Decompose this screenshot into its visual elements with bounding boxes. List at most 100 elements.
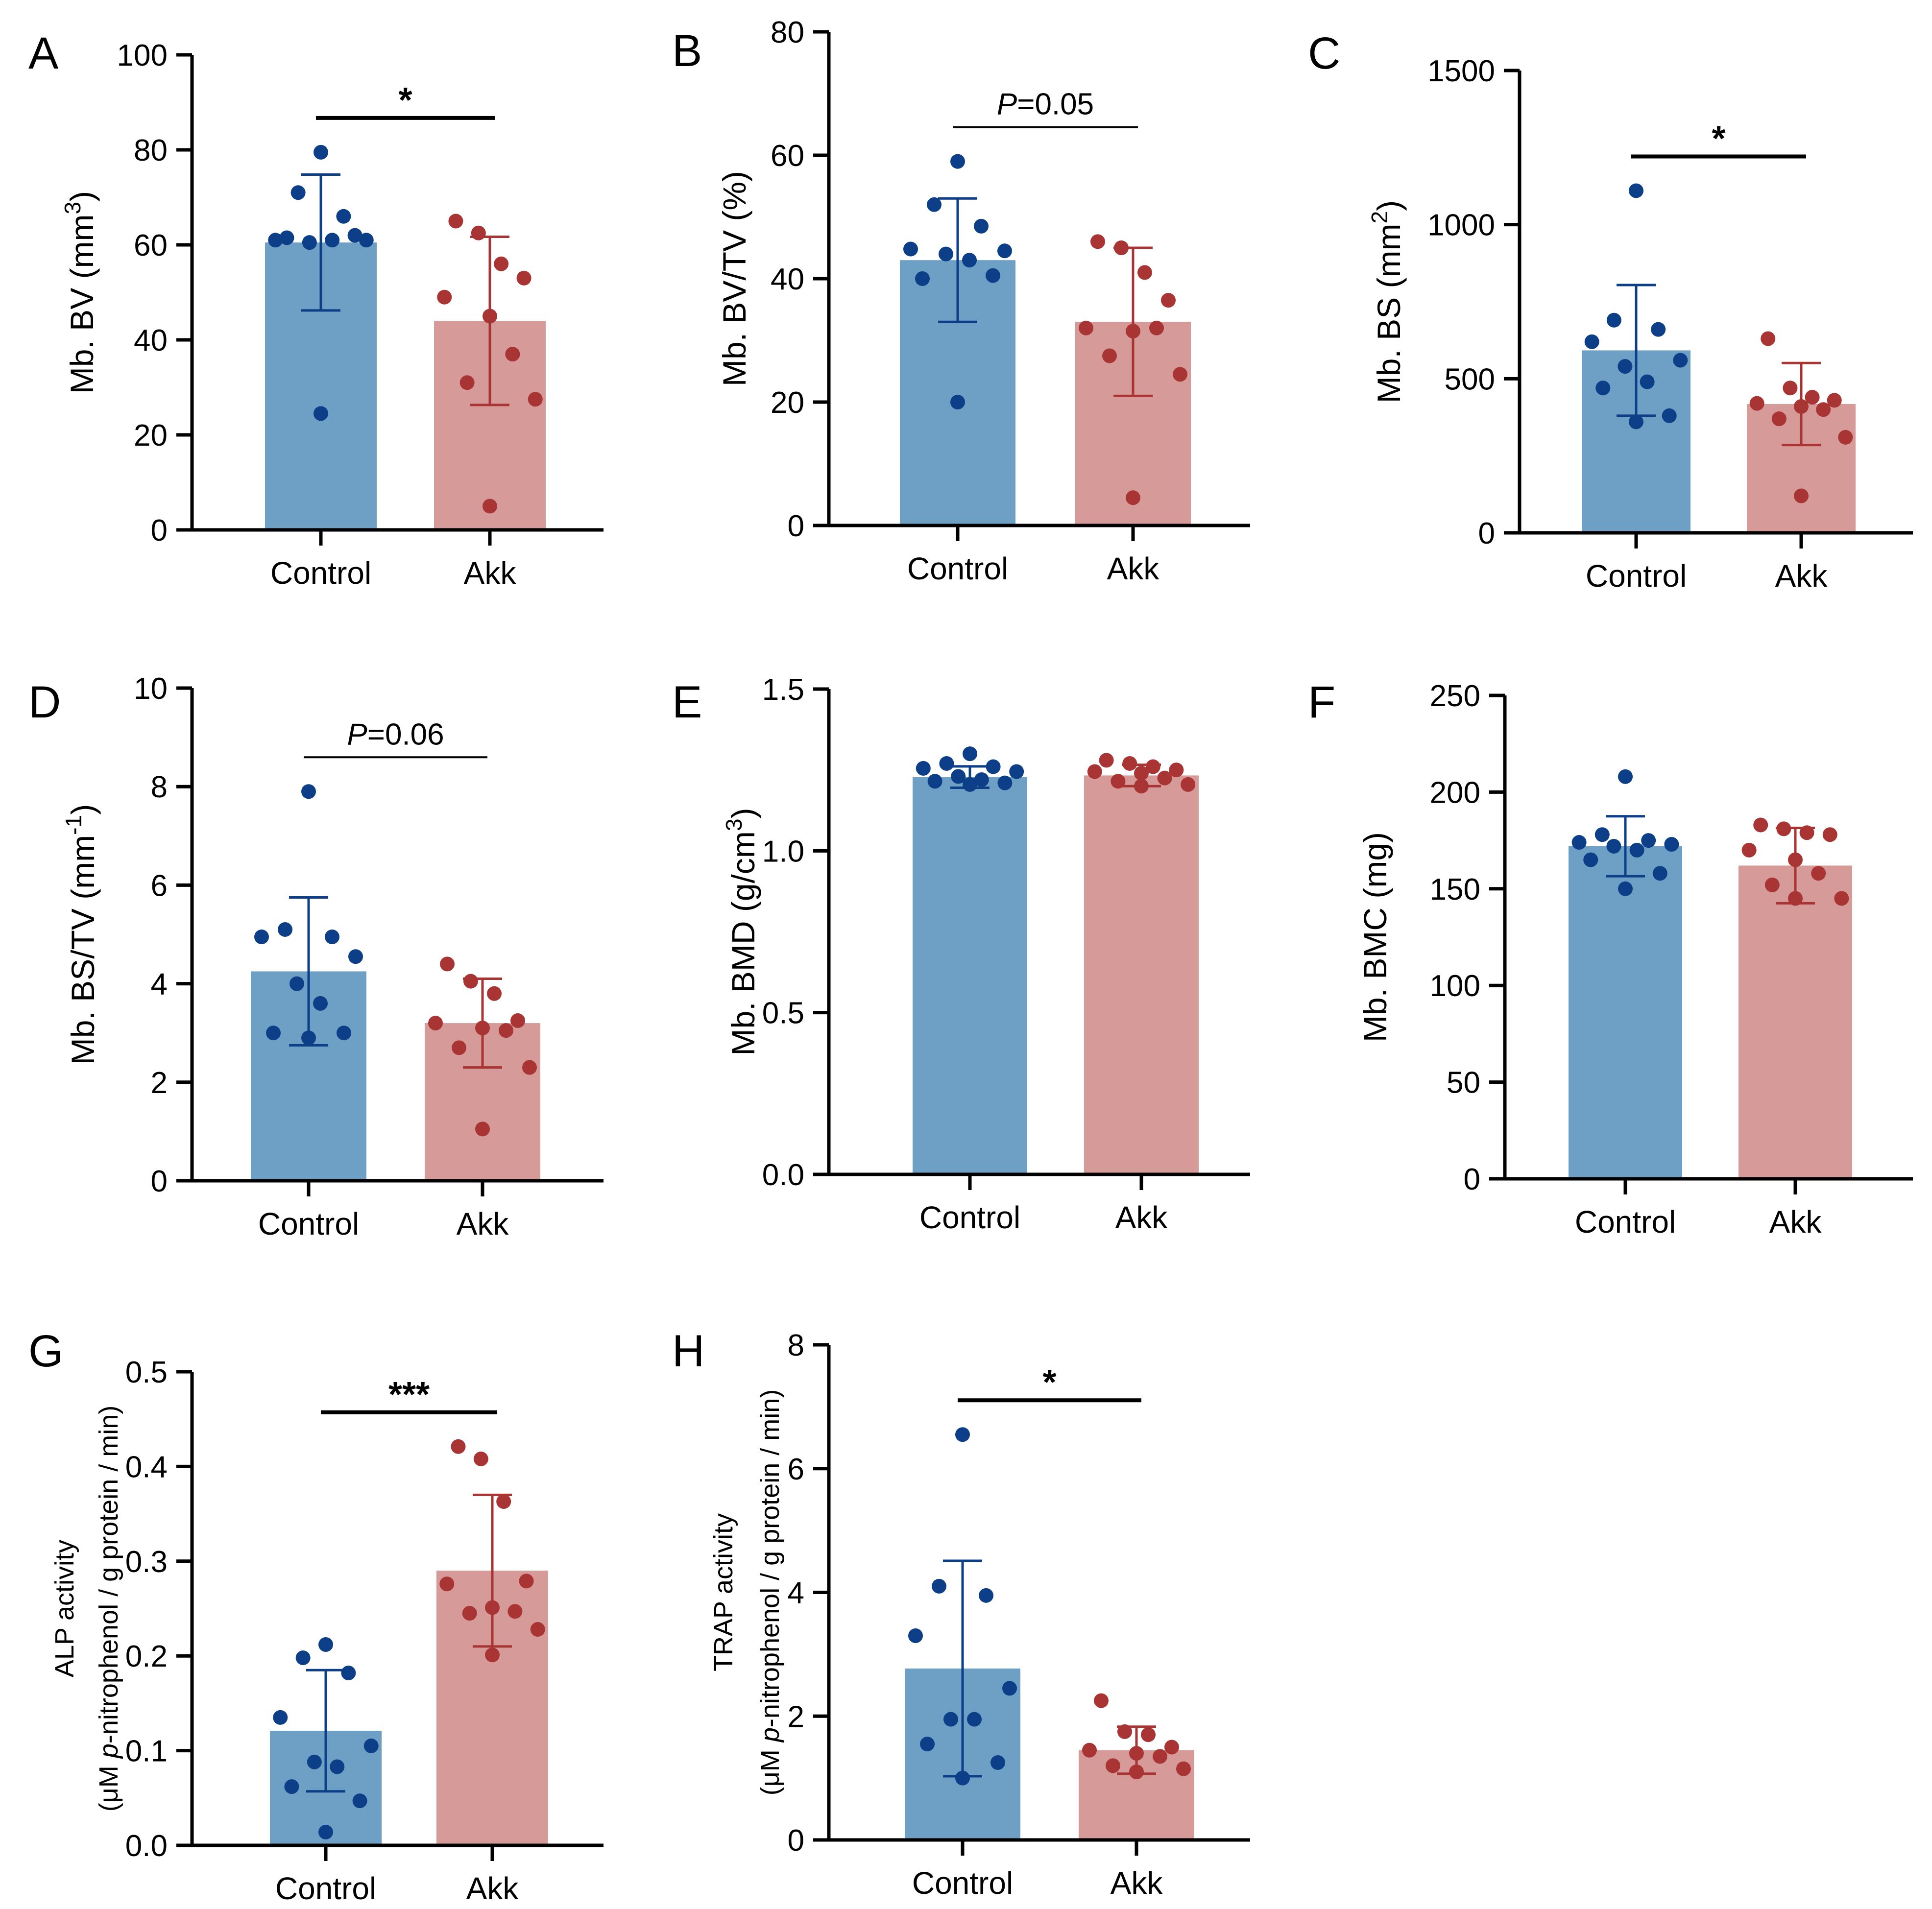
data-point-control [318,1637,333,1652]
panel-letter: F [1308,677,1335,727]
data-point-control [939,756,954,771]
data-point-akk [1794,399,1809,414]
data-point-akk [1164,1740,1179,1755]
data-point-control [325,930,339,945]
data-point-akk [1181,777,1196,792]
data-point-control [347,228,362,243]
data-point-akk [496,1494,511,1509]
category-label-control: Control [919,1200,1020,1235]
data-point-akk [437,289,452,305]
chart-panel-B: B Control Akk 0 20 40 60 80 Mb. BV/TV (%) P=0.05 [672,16,1250,586]
data-point-control [279,230,294,245]
data-point-control [1640,374,1655,389]
data-point-control [1002,1681,1017,1696]
y-tick-label: 6 [151,869,168,903]
data-point-akk [448,214,463,229]
category-label-control: Control [1586,558,1687,594]
data-point-control [908,1628,923,1643]
data-point-akk [1811,866,1826,881]
data-point-control [273,1710,288,1725]
data-point-akk [1134,765,1149,781]
data-point-akk [1149,320,1164,335]
y-axis-title-line: (μM p-nitrophenol / g protein / min) [755,1389,785,1796]
y-tick-label: 4 [151,968,168,1002]
y-axis-title: Mb. BS (mm2) [1367,200,1407,403]
y-tick-label: 8 [788,1329,804,1362]
y-axis-title: Mb. BV/TV (%) [716,171,752,386]
data-point-akk [471,225,486,240]
data-point-akk [1129,1764,1144,1779]
chart-panel-C: C Control Akk 0 500 1000 1500 Mb. BS (mm2) * [1308,28,1913,594]
data-point-control [1652,866,1667,881]
data-point-akk [462,1606,477,1621]
data-point-akk [1771,411,1787,427]
data-point-akk [530,1622,545,1637]
y-tick-label: 0 [1478,517,1495,550]
panel-letter: G [28,1326,64,1376]
data-point-control [284,1779,299,1794]
data-point-control [341,1666,356,1681]
data-point-control [336,209,351,224]
y-axis-title: Mb. BS/TV (mm-1) [61,804,101,1065]
y-tick-label: 0.2 [125,1640,168,1673]
significance-label: *** [388,1375,430,1414]
data-point-control [955,1770,970,1786]
data-point-control [974,772,989,787]
data-point-akk [1114,240,1129,255]
data-point-akk [510,1013,525,1028]
data-point-akk [1838,430,1853,445]
y-tick-label: 0.0 [762,1158,804,1192]
data-point-control [920,1737,935,1752]
data-point-akk [428,1016,443,1031]
data-point-control [915,271,930,286]
bar-control [1569,846,1682,1179]
data-point-akk [1776,821,1791,836]
data-point-control [997,243,1012,259]
y-tick-label: 200 [1430,776,1480,810]
category-label-akk: Akk [1111,1865,1163,1901]
data-point-control [1618,769,1633,784]
data-point-akk [1126,324,1140,339]
data-point-control [939,246,953,262]
y-tick-label: 0 [788,1824,804,1858]
data-point-control [1595,381,1611,396]
y-tick-label: 10 [134,672,168,706]
chart-panel-F: F Control Akk 0 50 100 150 200 250 Mb. BMC (mg) [1308,677,1913,1240]
category-label-akk: Akk [1107,551,1160,586]
data-point-akk [1176,1761,1191,1776]
significance-label: * [398,81,412,120]
data-point-control [903,241,918,257]
data-point-akk [1827,393,1842,408]
data-point-akk [483,309,497,324]
data-point-control [1629,183,1643,198]
data-point-control [1583,852,1598,867]
data-point-akk [1134,779,1149,794]
data-point-control [1618,881,1633,896]
category-label-akk: Akk [464,555,517,591]
category-label-control: Control [1575,1204,1676,1240]
bar-akk [1739,865,1852,1179]
data-point-control [963,777,977,792]
y-tick-label: 100 [117,39,168,72]
data-point-akk [1111,774,1126,789]
data-point-control [318,1824,333,1839]
category-label-control: Control [275,1871,376,1906]
data-point-akk [1126,490,1140,505]
data-point-akk [1805,390,1820,405]
data-point-control [916,761,931,776]
data-point-control [1651,322,1666,337]
data-point-control [278,922,292,937]
y-tick-label: 20 [771,386,804,420]
y-tick-label: 1.0 [762,835,804,868]
y-tick-label: 0 [788,509,804,543]
data-point-control [950,395,965,409]
data-point-akk [1161,293,1176,308]
data-point-control [268,233,283,248]
chart-panel-G: G Control Akk 0.0 0.1 0.2 0.3 0.4 0.5 ALP activit… [28,1326,604,1906]
data-point-akk [1741,842,1757,858]
data-point-control [302,235,317,250]
data-point-akk [485,1600,500,1615]
data-point-control [290,976,304,991]
data-point-control [1584,334,1599,349]
y-tick-label: 60 [134,229,168,262]
